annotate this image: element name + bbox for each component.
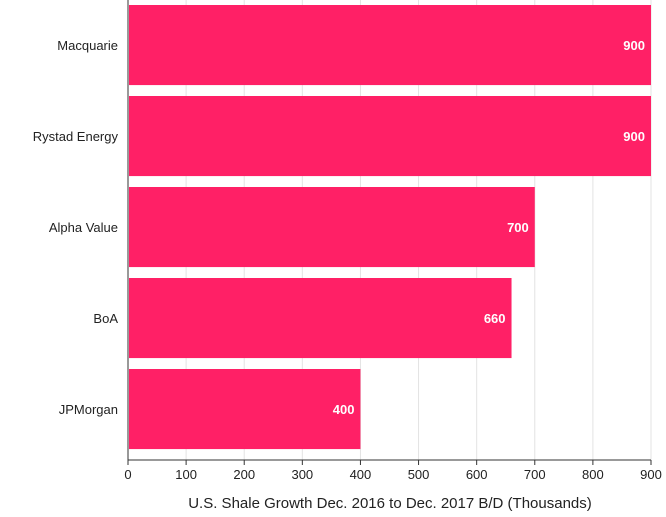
category-label: Macquarie: [57, 38, 118, 53]
x-axis-title: U.S. Shale Growth Dec. 2016 to Dec. 2017…: [188, 495, 592, 512]
x-tick-label: 100: [175, 467, 197, 482]
data-label: 660: [484, 311, 506, 326]
data-label: 900: [623, 38, 645, 53]
category-label: JPMorgan: [59, 402, 118, 417]
x-tick-label: 0: [124, 467, 131, 482]
x-axis: 0 100 200 300 400 500 600 700 800 900: [124, 459, 662, 482]
category-label: BoA: [93, 311, 118, 326]
category-label: Alpha Value: [49, 220, 118, 235]
x-tick-label: 200: [233, 467, 255, 482]
bars-group: 900 900 700 660 400: [129, 5, 651, 450]
category-labels: Macquarie Rystad Energy Alpha Value BoA JPMo…: [33, 38, 119, 417]
x-tick-label: 700: [524, 467, 546, 482]
bar: [129, 187, 535, 268]
x-tick-label: 400: [350, 467, 372, 482]
bar: [129, 369, 361, 450]
category-label: Rystad Energy: [33, 129, 119, 144]
data-label: 900: [623, 129, 645, 144]
bar: [129, 96, 651, 177]
x-tick-label: 800: [582, 467, 604, 482]
data-label: 400: [333, 402, 355, 417]
x-tick-label: 600: [466, 467, 488, 482]
x-tick-label: 900: [640, 467, 662, 482]
x-tick-label: 300: [291, 467, 313, 482]
x-tick-label: 500: [408, 467, 430, 482]
bar: [129, 5, 651, 86]
bar: [129, 278, 512, 359]
data-label: 700: [507, 220, 529, 235]
